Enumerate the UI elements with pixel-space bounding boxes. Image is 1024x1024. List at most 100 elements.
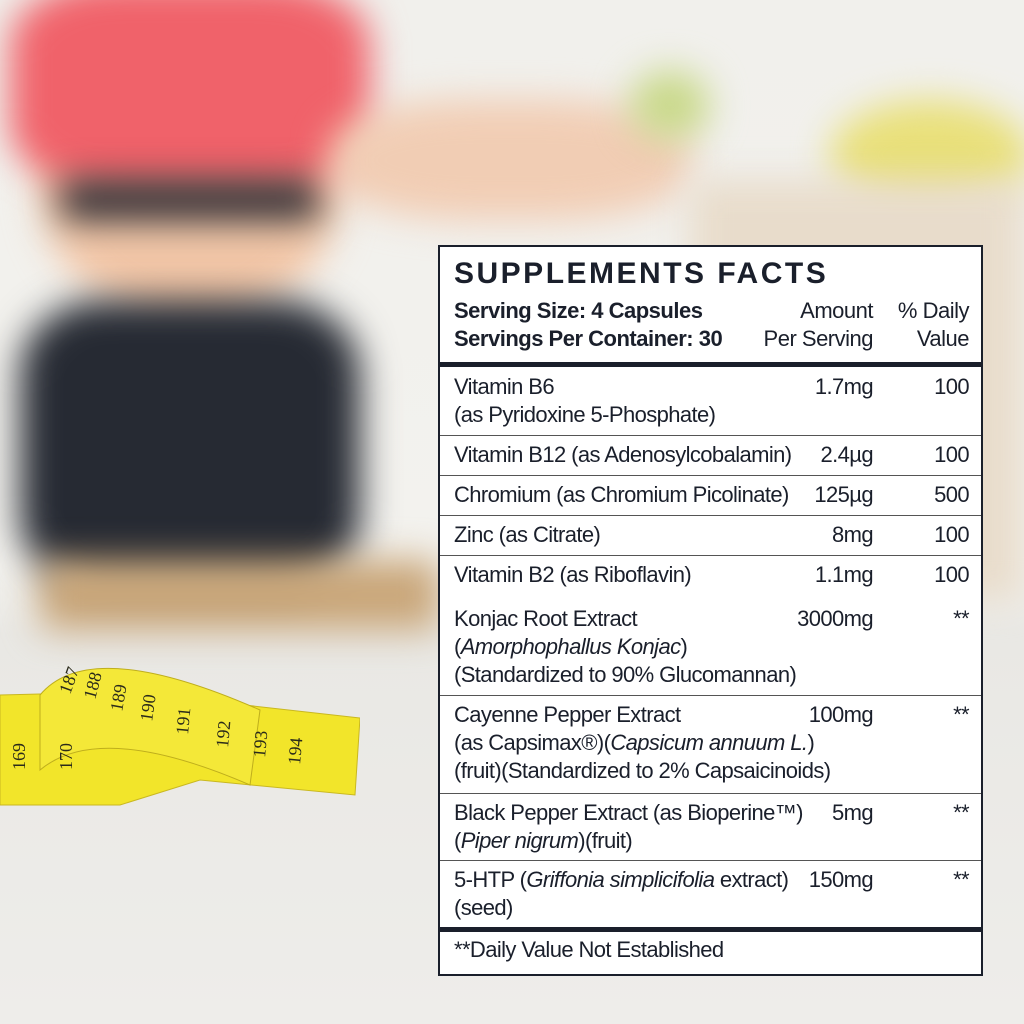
background-apple bbox=[630, 70, 710, 140]
ingredient-text: ) bbox=[807, 730, 815, 755]
ingredient-name: Konjac Root Extract (Amorphophallus Konja… bbox=[454, 605, 797, 689]
amount-per-serving: 2.4µg bbox=[820, 442, 874, 467]
ingredient-name-line: Chromium (as Chromium Picolinate) bbox=[454, 481, 789, 509]
ingredient-name: Cayenne Pepper Extract (as Capsimax®)(Cap… bbox=[454, 701, 831, 785]
daily-value-column-header: % Daily Value bbox=[897, 297, 970, 353]
amount-header-line: Amount bbox=[800, 298, 873, 323]
tape-number: 191 bbox=[172, 707, 194, 736]
ingredient-text: ( bbox=[454, 634, 461, 659]
ingredient-text: Zinc (as Citrate) bbox=[454, 522, 601, 547]
amount-per-serving: 125µg bbox=[814, 482, 873, 507]
ingredient-row: 5-HTP (Griffonia simplicifolia extract)(… bbox=[440, 860, 981, 925]
ingredient-text: ( bbox=[454, 828, 461, 853]
daily-value: 100 bbox=[934, 522, 970, 547]
ingredient-text: Vitamin B2 (as Riboflavin) bbox=[454, 562, 692, 587]
supplement-facts-panel: SUPPLEMENTS FACTS Serving Size: 4 Capsul… bbox=[438, 245, 983, 976]
amount-per-serving: 8mg bbox=[832, 522, 874, 547]
ingredient-text: Vitamin B12 (as Adenosylcobalamin) bbox=[454, 442, 792, 467]
ingredient-text: Amorphophallus Konjac bbox=[460, 634, 681, 659]
ingredient-row: Cayenne Pepper Extract (as Capsimax®)(Cap… bbox=[440, 695, 981, 794]
daily-value: ** bbox=[953, 606, 970, 631]
ingredient-name: Vitamin B2 (as Riboflavin) bbox=[454, 561, 692, 589]
ingredient-text: Griffonia simplicifolia bbox=[526, 867, 715, 892]
ingredient-text: Cayenne Pepper Extract bbox=[454, 702, 681, 727]
tape-number: 194 bbox=[284, 737, 306, 766]
ingredient-name-line: Zinc (as Citrate) bbox=[454, 521, 601, 549]
background-waistband bbox=[60, 180, 320, 220]
ingredient-row: Konjac Root Extract (Amorphophallus Konja… bbox=[440, 599, 981, 696]
background-board bbox=[40, 560, 440, 630]
footnote: **Daily Value Not Established bbox=[454, 937, 724, 962]
ingredient-text: Black Pepper Extract (as Bioperine™) bbox=[454, 800, 803, 825]
ingredient-text: (Standardized to 90% Glucomannan) bbox=[454, 662, 797, 687]
ingredient-name-line: Konjac Root Extract bbox=[454, 605, 796, 633]
tape-number: 170 bbox=[56, 743, 76, 770]
serving-size: Serving Size: 4 Capsules bbox=[454, 298, 703, 323]
ingredient-row: Zinc (as Citrate) 8mg 100 bbox=[440, 515, 981, 556]
amount-per-serving: 1.7mg bbox=[814, 374, 874, 399]
ingredient-row: Black Pepper Extract (as Bioperine™) (Pip… bbox=[440, 793, 981, 861]
divider-thick bbox=[440, 362, 981, 367]
ingredient-text: (as Pyridoxine 5-Phosphate) bbox=[454, 402, 716, 427]
ingredient-text: Konjac Root Extract bbox=[454, 606, 638, 631]
amount-column-header: Amount Per Serving bbox=[763, 297, 874, 353]
tape-number: 169 bbox=[9, 743, 29, 770]
servings-per-container: Servings Per Container: 30 bbox=[454, 326, 723, 351]
amount-per-serving: 150mg bbox=[808, 867, 874, 892]
ingredient-name: Vitamin B12 (as Adenosylcobalamin) bbox=[454, 441, 792, 469]
background-leggings bbox=[20, 300, 360, 590]
amount-per-serving: 1.1mg bbox=[814, 562, 874, 587]
ingredient-name: Black Pepper Extract (as Bioperine™) (Pip… bbox=[454, 799, 803, 855]
amount-header-line: Per Serving bbox=[763, 326, 874, 351]
ingredient-row: Vitamin B6 (as Pyridoxine 5-Phosphate) 1.7… bbox=[440, 367, 981, 436]
ingredient-row: Vitamin B12 (as Adenosylcobalamin) 2.4µg 1… bbox=[440, 435, 981, 476]
tape-number: 193 bbox=[249, 730, 271, 759]
ingredient-text: (seed) bbox=[454, 895, 513, 920]
dv-header-line: Value bbox=[916, 326, 970, 351]
ingredient-name-line: Black Pepper Extract (as Bioperine™) bbox=[454, 799, 803, 827]
panel-title: SUPPLEMENTS FACTS bbox=[454, 257, 829, 290]
amount-per-serving: 100mg bbox=[808, 702, 874, 727]
ingredient-name: Vitamin B6 (as Pyridoxine 5-Phosphate) bbox=[454, 373, 716, 429]
ingredient-name-line: (Standardized to 90% Glucomannan) bbox=[454, 661, 797, 689]
daily-value: ** bbox=[953, 702, 970, 727]
ingredient-name-line: 5-HTP (Griffonia simplicifolia extract) bbox=[454, 866, 789, 894]
daily-value: 100 bbox=[934, 562, 970, 587]
ingredient-name: Chromium (as Chromium Picolinate) bbox=[454, 481, 789, 509]
daily-value: ** bbox=[953, 800, 970, 825]
daily-value: 100 bbox=[934, 374, 970, 399]
ingredient-name-line: (as Capsimax®)(Capsicum annuum L.) bbox=[454, 729, 830, 757]
tape-number: 190 bbox=[136, 693, 160, 723]
ingredient-text: Vitamin B6 bbox=[454, 374, 555, 399]
tape-number: 189 bbox=[106, 683, 130, 713]
amount-per-serving: 3000mg bbox=[797, 606, 874, 631]
ingredient-row: Vitamin B2 (as Riboflavin) 1.1mg 100 bbox=[440, 555, 981, 597]
ingredient-text: 5-HTP ( bbox=[454, 867, 527, 892]
serving-info: Serving Size: 4 Capsules Servings Per Co… bbox=[454, 297, 723, 353]
ingredient-name-line: Cayenne Pepper Extract bbox=[454, 701, 830, 729]
ingredient-name: 5-HTP (Griffonia simplicifolia extract)(… bbox=[454, 866, 789, 922]
ingredient-name-line: (as Pyridoxine 5-Phosphate) bbox=[454, 401, 716, 429]
background-sports-top bbox=[10, 0, 370, 190]
ingredient-name-line: (seed) bbox=[454, 894, 788, 922]
ingredient-text: ) bbox=[680, 634, 688, 659]
ingredient-text: Piper nigrum bbox=[460, 828, 579, 853]
background-arm bbox=[330, 100, 690, 220]
divider-thick bbox=[440, 927, 981, 932]
ingredient-name-line: Vitamin B6 bbox=[454, 373, 715, 401]
ingredient-text: )(fruit) bbox=[578, 828, 633, 853]
dv-header-line: % Daily bbox=[897, 298, 970, 323]
ingredient-name-line: (Amorphophallus Konjac) bbox=[454, 633, 796, 661]
daily-value: 100 bbox=[934, 442, 970, 467]
ingredient-text: (as Capsimax®)( bbox=[454, 730, 611, 755]
ingredient-text: Chromium (as Chromium Picolinate) bbox=[454, 482, 789, 507]
tape-number: 192 bbox=[212, 720, 234, 749]
ingredient-name-line: (Piper nigrum)(fruit) bbox=[454, 827, 803, 855]
ingredient-name: Zinc (as Citrate) bbox=[454, 521, 601, 549]
ingredient-text: extract) bbox=[714, 867, 789, 892]
ingredient-text: (fruit)(Standardized to 2% Capsaicinoids… bbox=[454, 758, 831, 783]
ingredient-row: Chromium (as Chromium Picolinate) 125µg 50… bbox=[440, 475, 981, 516]
ingredient-name-line: (fruit)(Standardized to 2% Capsaicinoids… bbox=[454, 757, 831, 785]
ingredient-text: Capsicum annuum L. bbox=[610, 730, 808, 755]
